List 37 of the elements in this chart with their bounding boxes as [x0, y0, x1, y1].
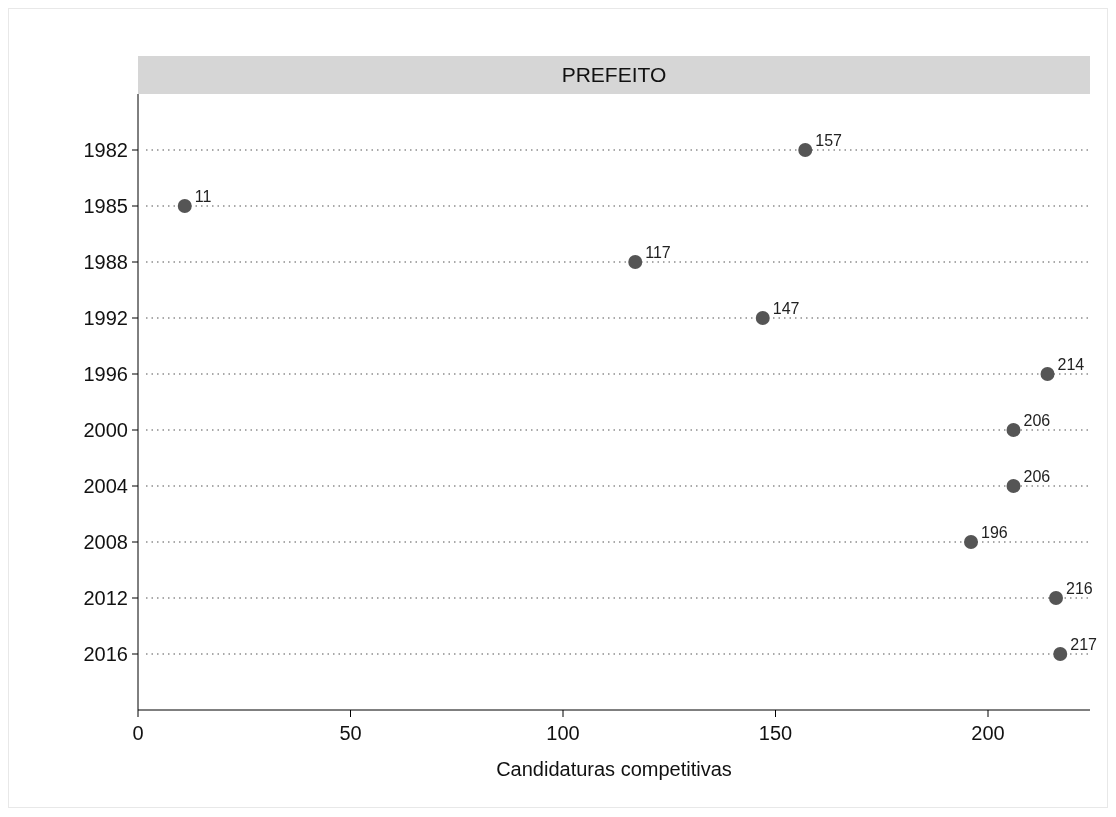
x-axis-title: Candidaturas competitivas [496, 758, 732, 780]
data-label: 147 [772, 300, 800, 317]
data-label: 206 [1023, 412, 1051, 429]
x-tick-label: 150 [758, 722, 793, 744]
data-label: 196 [981, 524, 1008, 541]
point [798, 143, 813, 157]
point [1053, 647, 1068, 661]
data-label: 216 [1066, 580, 1093, 597]
x-tick-label: 200 [971, 722, 1005, 744]
y-tick-label: 1985 [83, 195, 128, 217]
point [628, 255, 643, 269]
data-label: 214 [1057, 356, 1085, 373]
y-tick-label: 2004 [83, 475, 128, 497]
y-tick-label: 2000 [83, 419, 128, 441]
data-label: 11 [194, 188, 212, 205]
point [1006, 479, 1021, 493]
y-tick-label: 1996 [83, 363, 128, 385]
x-tick-label: 50 [339, 722, 362, 744]
y-tick-label: 2012 [83, 587, 128, 609]
point [755, 311, 770, 325]
data-label: 157 [815, 132, 843, 149]
y-tick-label: 1982 [83, 139, 128, 161]
chart-title: PREFEITO [561, 63, 667, 86]
point [1040, 367, 1055, 381]
y-tick-label: 2008 [83, 531, 128, 553]
x-tick-label: 0 [132, 722, 144, 744]
data-label: 217 [1070, 636, 1098, 653]
point [1049, 591, 1063, 605]
point [1006, 423, 1021, 437]
data-label: 206 [1023, 468, 1051, 485]
y-tick-label: 1992 [83, 307, 128, 329]
point [964, 535, 978, 549]
x-tick-label: 100 [546, 722, 580, 744]
y-tick-label: 2016 [83, 643, 128, 665]
data-label: 117 [645, 244, 671, 261]
point [177, 199, 192, 213]
y-tick-label: 1988 [83, 251, 128, 273]
